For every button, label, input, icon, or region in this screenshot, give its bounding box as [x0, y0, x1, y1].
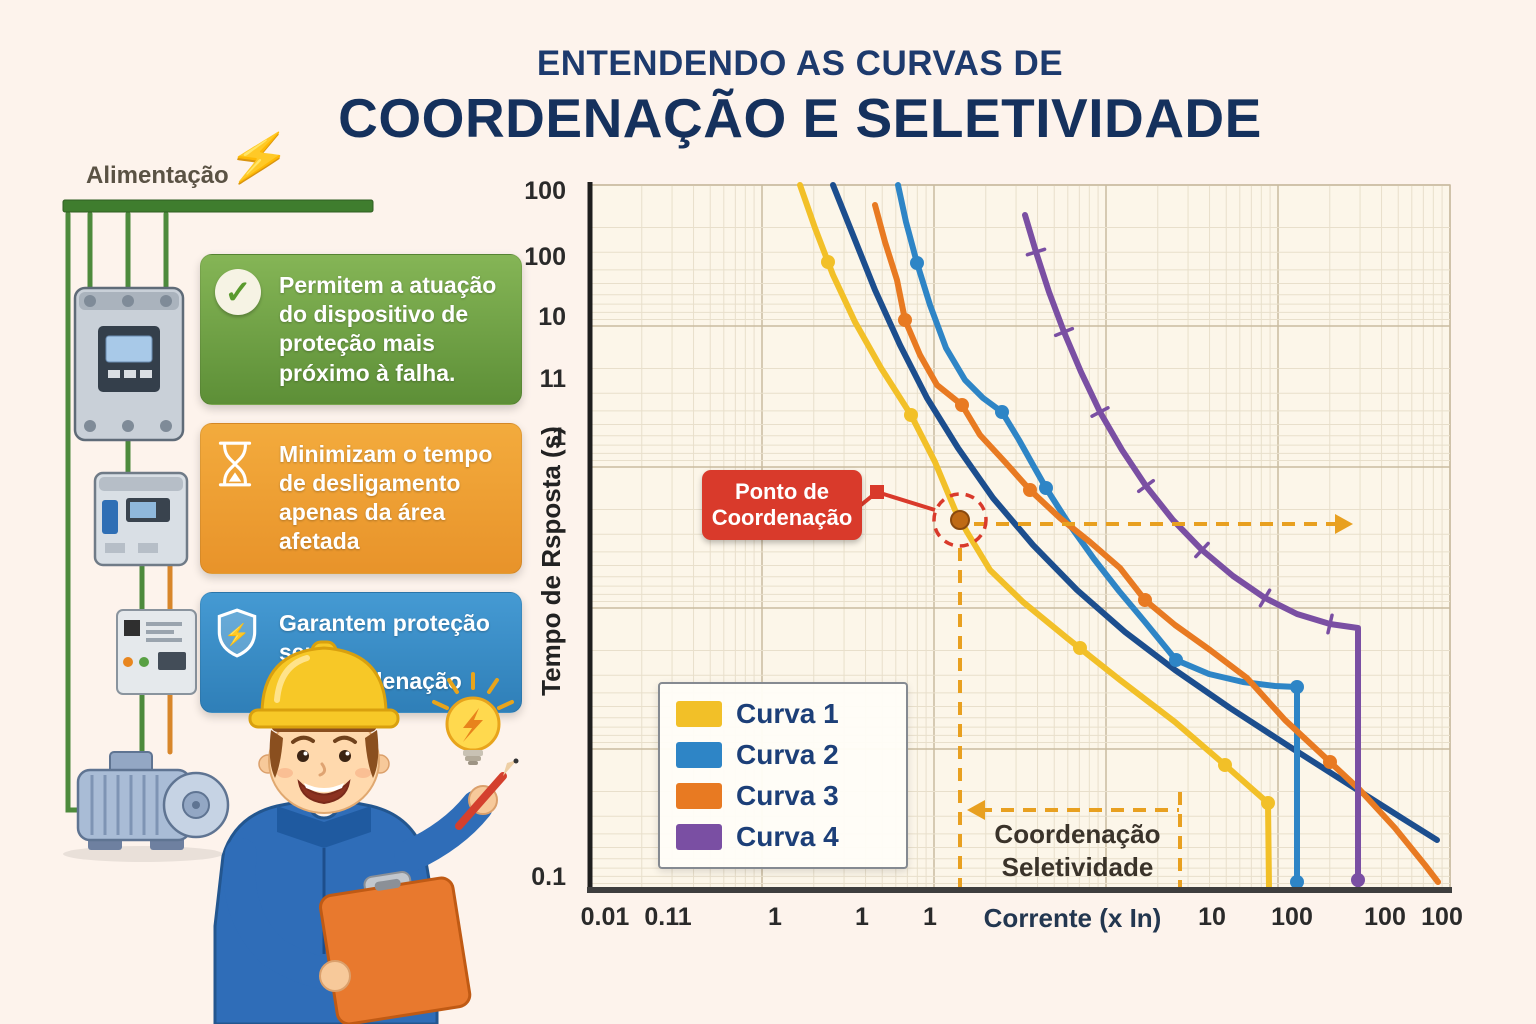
callout-text: Permitem a atuação do dispositivo de pro… — [279, 272, 497, 386]
legend-label: Curva 1 — [736, 698, 839, 729]
chart-legend: Curva 1 Curva 2 Curva 3 Curva 4 — [658, 682, 908, 869]
supply-busbar — [62, 199, 374, 213]
benefits-callouts: ✓ Permitem a atuação do dispositivo de pr… — [200, 254, 522, 714]
curva-2-azul-dot — [1039, 481, 1053, 495]
electrician-illustration — [213, 640, 519, 1024]
legend-swatch — [676, 742, 722, 768]
curva-azul-escura — [830, 182, 1440, 843]
x-tick-label: 100 — [1364, 903, 1406, 931]
callout-text: Minimizam o tempo de desligamento apenas… — [279, 440, 493, 555]
x-tick-label: 10 — [1198, 903, 1226, 931]
lightbulb-icon — [432, 672, 514, 765]
dashed-arrowhead-right — [1335, 514, 1353, 534]
y-tick-label: 100 — [524, 177, 566, 205]
curva-4-roxa-dot — [1351, 873, 1365, 887]
curva-1-amarela — [797, 182, 1272, 891]
curva-1-amarela-dot — [821, 255, 835, 269]
coordination-point-circle — [932, 492, 988, 548]
legend-label: Curva 4 — [736, 821, 839, 852]
protection-relay — [116, 609, 197, 695]
y-tick-label: 0.1 — [531, 863, 566, 891]
legend-label: Curva 2 — [736, 739, 839, 770]
legend-item: Curva 4 — [676, 821, 890, 853]
curva-2-azul-dot — [910, 256, 924, 270]
connector-square-marker — [870, 485, 884, 499]
curva-1-amarela-dot — [1073, 641, 1087, 655]
curve-tick-mark — [1136, 478, 1156, 494]
selectivity-range-label: Coordenação Seletividade — [980, 818, 1175, 883]
x-tick-label: 100 — [1271, 903, 1313, 931]
x-axis-ticks: 0.01 0.11 1 1 1 10 100 100 100 — [575, 903, 1463, 939]
x-axis-label: Corrente (x In) — [983, 903, 1162, 933]
page-title-line2: COORDENAÇÃO E SELETIVIDADE — [338, 87, 1262, 149]
electrician-body — [213, 758, 519, 1024]
callout-hourglass: Minimizam o tempo de desligamento apenas… — [200, 422, 522, 574]
page-title-line1: ENTENDENDO AS CURVAS DE — [536, 44, 1064, 83]
x-tick-label: 1 — [768, 903, 782, 931]
circuit-breaker-secondary — [93, 471, 189, 567]
curva-2-azul-dot — [1290, 875, 1304, 889]
coordination-point-dot — [950, 510, 970, 530]
x-tick-label: 1 — [923, 903, 937, 931]
y-tick-label: 100 — [524, 243, 566, 271]
callout-check: ✓ Permitem a atuação do dispositivo de pr… — [200, 254, 522, 405]
dashed-arrowhead-left — [967, 800, 985, 820]
legend-item: Curva 1 — [676, 698, 890, 730]
curve-tick-mark — [1258, 588, 1272, 608]
selectivity-range-label-line1: Coordenação — [994, 819, 1161, 849]
supply-label: Alimentação — [86, 162, 229, 189]
curva-4-roxa — [1022, 212, 1361, 888]
curve-tick-mark — [1025, 247, 1047, 257]
curva-3-laranja-dot — [1023, 483, 1037, 497]
curva-2-azul-dot — [995, 405, 1009, 419]
curva-2-azul-dot — [1169, 653, 1183, 667]
legend-item: Curva 2 — [676, 739, 890, 771]
y-axis-ticks: 100 100 10 11 1 0.1 — [498, 177, 566, 900]
curva-3-laranja-dot — [1323, 755, 1337, 769]
circuit-breaker-main — [73, 286, 185, 442]
x-tick-label: 100 — [1421, 903, 1463, 931]
curva-1-amarela-dot — [1261, 796, 1275, 810]
selectivity-range-label-line2: Seletividade — [1001, 851, 1154, 882]
curve-tick-mark — [1053, 326, 1075, 338]
curva-3-laranja-dot — [1138, 593, 1152, 607]
electrician-head — [248, 640, 400, 814]
curve-tick-mark — [1326, 613, 1334, 635]
legend-swatch — [676, 783, 722, 809]
coordination-point-label: Ponto de Coordenação — [702, 470, 862, 540]
hourglass-icon — [215, 438, 255, 495]
hand-holding-clipboard — [319, 960, 351, 992]
y-tick-label: 11 — [539, 365, 566, 393]
curva-1-amarela-dot — [904, 408, 918, 422]
motor — [63, 751, 230, 862]
legend-item: Curva 3 — [676, 780, 890, 812]
curva-1-amarela-dot — [1218, 758, 1232, 772]
legend-swatch — [676, 824, 722, 850]
legend-swatch — [676, 701, 722, 727]
curva-2-azul-dot — [1290, 680, 1304, 694]
shield-icon: ⚡ — [215, 607, 259, 664]
x-tick-label: 0.01 — [580, 903, 630, 931]
pencil — [455, 772, 507, 830]
y-tick-label: 10 — [538, 303, 566, 331]
check-icon: ✓ — [215, 269, 261, 315]
curve-tick-mark — [1090, 406, 1110, 418]
y-tick-label: 1 — [552, 423, 566, 451]
electrical-single-line-diagram — [62, 199, 374, 862]
x-tick-label: 1 — [855, 903, 869, 931]
hard-hat — [248, 640, 400, 729]
curve-tick-mark — [1194, 541, 1210, 559]
svg-text:⚡: ⚡ — [224, 622, 250, 647]
x-tick-label: 0.11 — [644, 903, 692, 931]
curva-3-laranja — [872, 202, 1441, 885]
y-axis-label: Tempo de Rsposta (s) — [536, 426, 566, 696]
legend-label: Curva 3 — [736, 780, 839, 811]
curva-3-laranja-dot — [898, 313, 912, 327]
curva-3-laranja-dot — [955, 398, 969, 412]
